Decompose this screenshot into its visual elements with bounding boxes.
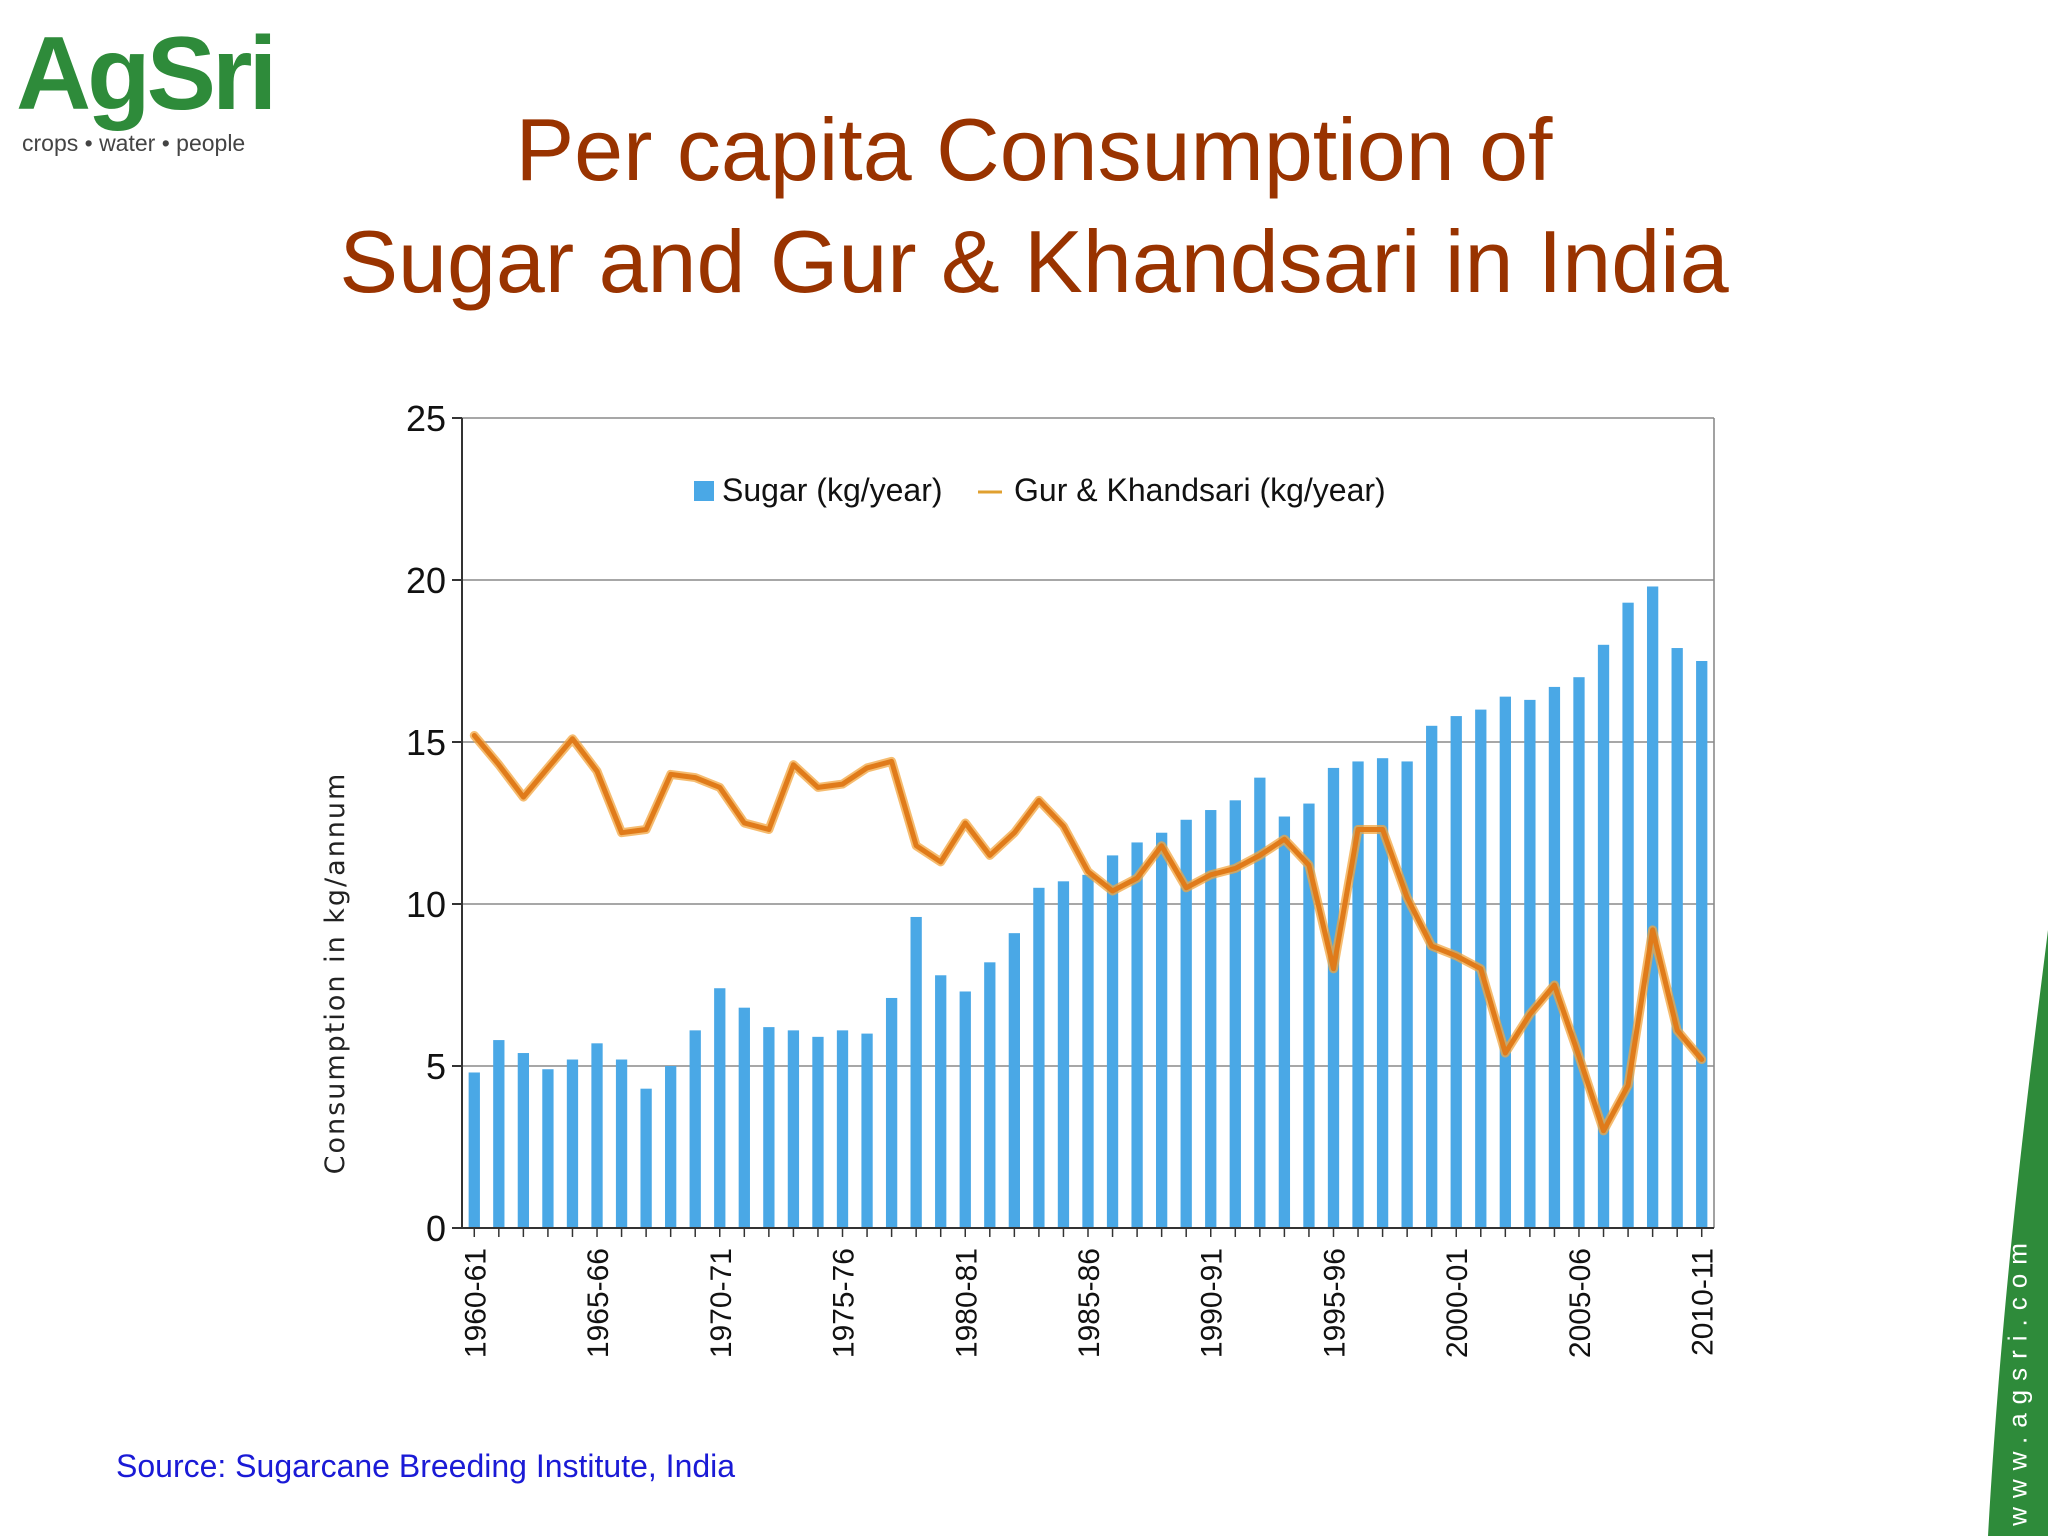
x-tick-label: 1965-66 xyxy=(582,1248,615,1358)
sugar-bar xyxy=(1082,874,1094,1228)
sugar-bar xyxy=(1524,699,1536,1228)
sugar-bar xyxy=(1352,761,1364,1228)
x-tick-label: 1980-81 xyxy=(950,1248,983,1358)
sugar-bar xyxy=(493,1040,505,1228)
slide-title-line2: Sugar and Gur & Khandsari in India xyxy=(339,212,1729,311)
sugar-bar xyxy=(1180,819,1192,1228)
sugar-bar xyxy=(1327,767,1340,1228)
x-tick-label: 1970-71 xyxy=(705,1248,738,1358)
sugar-bar xyxy=(1426,725,1438,1228)
logo-wordmark: AgSri xyxy=(16,16,277,132)
consumption-chart: 0 5 10 15 20 25 1960-61 1965-66 1970-71 1975-76 1… xyxy=(312,388,1752,1388)
y-tick-label: 25 xyxy=(406,398,446,439)
x-tick-label: 2000-01 xyxy=(1441,1248,1474,1358)
agsri-logo: AgSri crops • water • people xyxy=(14,22,314,172)
sugar-bar xyxy=(1548,686,1561,1228)
x-tick-label: 2005-06 xyxy=(1564,1248,1597,1358)
legend-sugar-swatch xyxy=(694,481,714,501)
sugar-bar xyxy=(1622,602,1634,1228)
sugar-bar xyxy=(1671,648,1683,1228)
y-axis-label: Consumption in kg/annum xyxy=(320,772,351,1175)
sugar-bar xyxy=(1450,716,1462,1228)
axes xyxy=(452,417,1714,1237)
sugar-bar xyxy=(542,1069,554,1228)
sugar-bar xyxy=(861,1033,873,1228)
x-tick-label: 1995-96 xyxy=(1318,1248,1351,1358)
sugar-bar xyxy=(1229,800,1241,1228)
slide-title-line1: Per capita Consumption of xyxy=(515,100,1553,199)
sugar-bar xyxy=(1401,761,1413,1228)
sugar-bar xyxy=(1131,842,1143,1228)
source-note: Source: Sugarcane Breeding Institute, In… xyxy=(116,1448,736,1484)
green-swoosh xyxy=(1988,930,2048,1536)
sugar-bar xyxy=(812,1036,824,1228)
chart-legend: Sugar (kg/year) Gur & Khandsari (kg/year… xyxy=(694,472,1386,508)
sugar-bar xyxy=(689,1030,701,1228)
sugar-bar xyxy=(1597,644,1610,1228)
y-tick-labels: 0 5 10 15 20 25 xyxy=(406,398,446,1249)
gur-khandsari-line xyxy=(471,733,1705,1134)
sugar-bar xyxy=(640,1088,652,1228)
sugar-bar xyxy=(1278,816,1291,1228)
sugar-bar xyxy=(1499,696,1511,1228)
sugar-bars xyxy=(468,586,1708,1228)
sugar-bar xyxy=(910,916,922,1228)
sugar-bar xyxy=(935,975,947,1228)
logo-tagline: crops • water • people xyxy=(22,130,246,156)
y-tick-label: 10 xyxy=(406,884,446,925)
y-tick-label: 0 xyxy=(426,1208,446,1249)
sugar-bar xyxy=(468,1072,480,1228)
x-tick-label: 2010-11 xyxy=(1687,1248,1720,1356)
sugar-bar xyxy=(1008,933,1020,1228)
sugar-bar xyxy=(1376,758,1389,1228)
sugar-bar xyxy=(1573,677,1585,1228)
y-tick-label: 15 xyxy=(406,722,446,763)
x-tick-labels: 1960-61 1965-66 1970-71 1975-76 1980-81 1985-… xyxy=(459,1248,1719,1358)
sugar-bar xyxy=(714,988,726,1228)
sugar-bar xyxy=(738,1007,750,1228)
y-tick-label: 20 xyxy=(406,560,446,601)
side-decoration xyxy=(1988,930,2048,1536)
x-tick-label: 1960-61 xyxy=(459,1248,492,1358)
sugar-bar xyxy=(1033,887,1045,1228)
sugar-bar xyxy=(665,1066,677,1228)
sugar-bar xyxy=(1106,855,1119,1228)
sugar-bar xyxy=(1205,810,1217,1228)
sugar-bar xyxy=(591,1043,603,1228)
sugar-bar xyxy=(836,1030,849,1228)
website-url[interactable]: www.agsri.com xyxy=(2002,1234,2033,1526)
sugar-bar xyxy=(1057,881,1070,1228)
sugar-bar xyxy=(566,1059,579,1228)
legend-gur-label: Gur & Khandsari (kg/year) xyxy=(1014,472,1386,508)
x-tick-label: 1990-91 xyxy=(1196,1248,1229,1358)
sugar-bar xyxy=(959,991,971,1228)
sugar-bar xyxy=(615,1059,628,1228)
sugar-bar xyxy=(763,1027,775,1228)
legend-sugar-label: Sugar (kg/year) xyxy=(722,472,943,508)
x-tick-label: 1985-86 xyxy=(1073,1248,1106,1358)
sugar-bar xyxy=(1696,661,1708,1228)
x-tick-label: 1975-76 xyxy=(828,1248,861,1358)
sugar-bar xyxy=(787,1030,800,1228)
sugar-bar xyxy=(1254,777,1266,1228)
website-vertical: www.agsri.com xyxy=(1988,1230,2048,1530)
sugar-bar xyxy=(517,1053,530,1228)
gur-line xyxy=(469,731,1707,1136)
sugar-bar xyxy=(1156,832,1168,1228)
y-tick-label: 5 xyxy=(426,1046,446,1087)
sugar-bar xyxy=(1646,586,1659,1228)
sugar-bar xyxy=(885,997,898,1228)
sugar-bar xyxy=(984,962,996,1228)
sugar-bar xyxy=(1303,803,1315,1228)
